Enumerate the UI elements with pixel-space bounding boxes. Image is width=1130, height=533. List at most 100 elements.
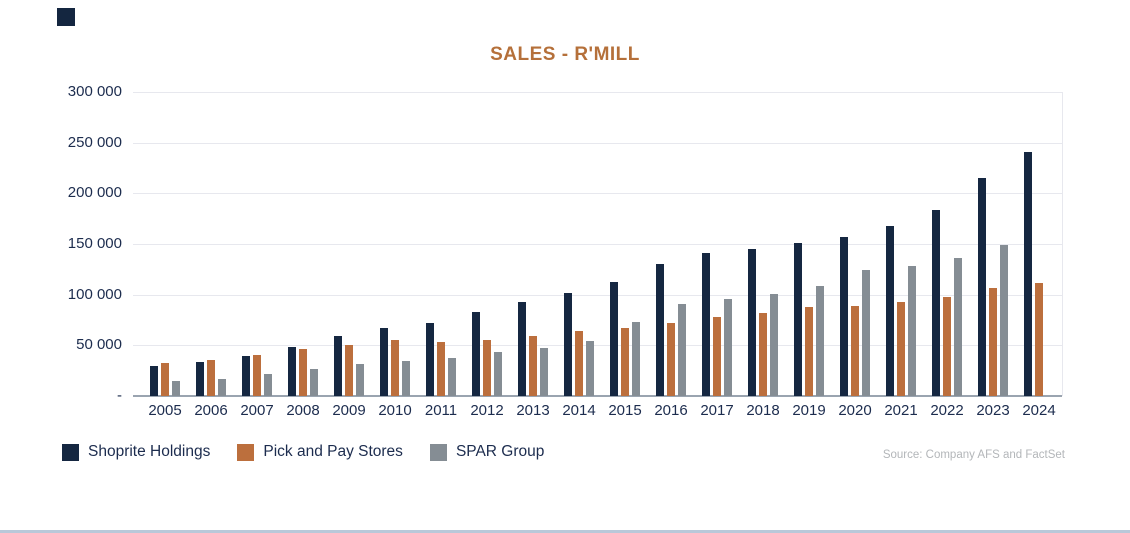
bar-group-2008: [288, 92, 318, 396]
x-axis-tick-label: 2008: [286, 402, 320, 419]
bar-spar-group-2006: [218, 378, 226, 396]
bar-spar-group-2016: [678, 303, 686, 396]
x-axis-tick-label: 2013: [516, 402, 550, 419]
bar-pick-and-pay-stores-2014: [575, 331, 583, 396]
plot-area: [133, 92, 1063, 397]
bar-spar-group-2012: [494, 352, 502, 396]
bar-shoprite-holdings-2007: [242, 356, 250, 396]
x-axis-tick-label: 2009: [332, 402, 366, 419]
bar-group-2020: [840, 92, 870, 396]
gridline: [133, 92, 1062, 93]
y-axis-tick-label: 50 000: [76, 336, 122, 354]
bar-group-2018: [748, 92, 778, 396]
bar-group-2015: [610, 92, 640, 396]
legend-label: Shoprite Holdings: [88, 443, 211, 460]
bar-shoprite-holdings-2015: [610, 281, 618, 396]
x-axis-tick-label: 2012: [470, 402, 504, 419]
y-axis-tick-label: 300 000: [67, 83, 122, 100]
brand-square-icon: [57, 8, 75, 26]
bar-group-2007: [242, 92, 272, 396]
bar-spar-group-2021: [908, 266, 916, 396]
x-axis-tick-label: 2023: [976, 402, 1010, 419]
bar-group-2022: [932, 92, 962, 396]
x-axis-tick-label: 2018: [746, 402, 780, 419]
bar-pick-and-pay-stores-2019: [805, 306, 813, 396]
bar-group-2014: [564, 92, 594, 396]
bar-shoprite-holdings-2014: [564, 292, 572, 396]
bar-shoprite-holdings-2019: [794, 243, 802, 396]
bar-group-2016: [656, 92, 686, 396]
legend-item-pick-and-pay: Pick and Pay Stores: [237, 443, 403, 461]
bar-shoprite-holdings-2008: [288, 347, 296, 396]
shoprite-swatch-icon: [62, 443, 79, 461]
gridline: [133, 142, 1062, 144]
legend-item-shoprite: Shoprite Holdings: [62, 443, 210, 461]
bar-shoprite-holdings-2018: [748, 249, 756, 396]
bar-shoprite-holdings-2024: [1024, 151, 1032, 396]
legend-label: Pick and Pay Stores: [263, 443, 403, 460]
bar-pick-and-pay-stores-2023: [989, 287, 997, 396]
x-axis-tick-label: 2007: [240, 402, 274, 419]
bar-pick-and-pay-stores-2007: [253, 355, 261, 396]
bar-shoprite-holdings-2006: [196, 361, 204, 396]
bar-pick-and-pay-stores-2006: [207, 359, 215, 396]
bar-group-2013: [518, 92, 548, 396]
bar-shoprite-holdings-2016: [656, 264, 664, 396]
bar-shoprite-holdings-2005: [150, 365, 158, 396]
bar-pick-and-pay-stores-2016: [667, 323, 675, 396]
y-axis-tick-label: 200 000: [67, 184, 122, 202]
bar-pick-and-pay-stores-2020: [851, 305, 859, 396]
y-axis-tick-label: 150 000: [67, 235, 122, 252]
bar-shoprite-holdings-2020: [840, 236, 848, 396]
x-axis-tick-label: 2005: [148, 402, 182, 419]
gridline: [133, 193, 1062, 195]
bar-group-2006: [196, 92, 226, 396]
bar-group-2009: [334, 92, 364, 396]
bar-pick-and-pay-stores-2008: [299, 349, 307, 396]
bar-pick-and-pay-stores-2013: [529, 336, 537, 396]
bar-spar-group-2017: [724, 298, 732, 396]
x-axis-tick-label: 2021: [884, 402, 918, 419]
bar-shoprite-holdings-2012: [472, 311, 480, 396]
bar-shoprite-holdings-2013: [518, 301, 526, 396]
x-axis-line: [133, 395, 1062, 397]
bar-spar-group-2005: [172, 380, 180, 396]
legend-item-spar: SPAR Group: [429, 443, 545, 461]
spar-swatch-icon: [429, 443, 447, 461]
bar-pick-and-pay-stores-2011: [437, 342, 445, 396]
x-axis-tick-label: 2006: [194, 402, 228, 419]
bar-spar-group-2007: [264, 373, 272, 396]
y-axis-tick-label: 100 000: [67, 285, 122, 303]
bar-spar-group-2023: [1000, 245, 1008, 396]
bar-shoprite-holdings-2022: [932, 209, 940, 396]
bar-pick-and-pay-stores-2018: [759, 312, 767, 396]
source-note: Source: Company AFS and FactSet: [882, 449, 1065, 461]
bar-shoprite-holdings-2010: [380, 328, 388, 396]
bar-spar-group-2020: [862, 270, 870, 396]
bar-spar-group-2019: [816, 285, 824, 396]
y-axis-tick-label: -: [117, 387, 122, 404]
x-axis-tick-label: 2016: [654, 402, 688, 419]
bar-spar-group-2015: [632, 322, 640, 396]
bar-pick-and-pay-stores-2022: [943, 296, 951, 396]
x-axis-tick-label: 2014: [562, 402, 596, 419]
x-axis-tick-label: 2011: [424, 402, 458, 419]
bar-pick-and-pay-stores-2015: [621, 328, 629, 396]
x-axis-tick-label: 2022: [930, 402, 964, 419]
bar-group-2023: [978, 92, 1008, 396]
chart-title: SALES - R'MILL: [490, 44, 640, 65]
gridline: [133, 345, 1062, 347]
bar-pick-and-pay-stores-2024: [1035, 282, 1043, 396]
legend-label: SPAR Group: [455, 443, 545, 460]
bar-shoprite-holdings-2023: [978, 178, 986, 396]
y-axis-tick-label: 250 000: [67, 133, 122, 151]
bar-group-2005: [150, 92, 180, 396]
x-axis-tick-label: 2015: [608, 402, 642, 419]
bar-spar-group-2009: [356, 363, 364, 396]
bar-spar-group-2022: [954, 258, 962, 396]
bar-group-2017: [702, 92, 732, 396]
x-axis-tick-label: 2024: [1022, 402, 1056, 419]
bar-group-2024: [1024, 92, 1054, 396]
bar-group-2019: [794, 92, 824, 396]
